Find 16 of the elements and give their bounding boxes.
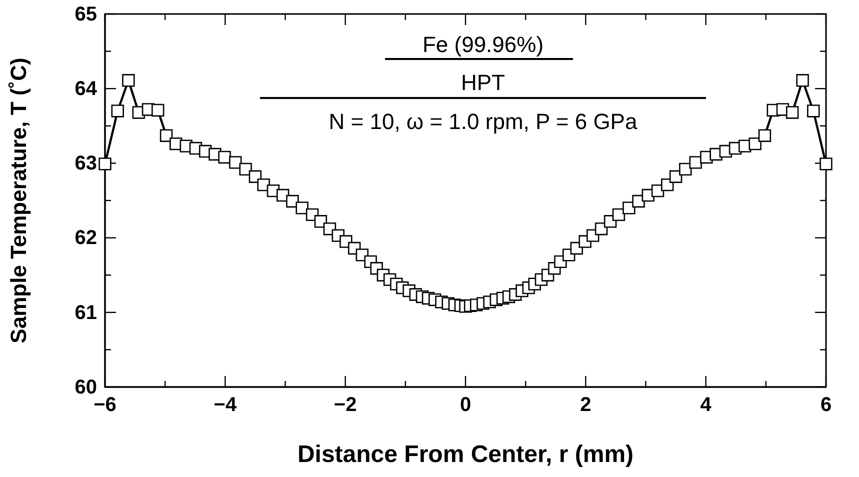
- y-axis-title: Sample Temperature, T (˚C): [6, 58, 31, 344]
- x-tick-label: 4: [700, 394, 712, 416]
- annotation: N = 10, ω = 1.0 rpm, P = 6 GPa: [328, 109, 638, 134]
- x-tick-label: 6: [820, 394, 832, 416]
- x-tick-label: 2: [580, 394, 592, 416]
- x-tick-label: 0: [460, 394, 472, 416]
- text: Fe (99.96%): [422, 32, 544, 57]
- y-tick-label: 63: [74, 152, 97, 175]
- y-tick-label: 64: [74, 78, 98, 100]
- x-tick-label: −2: [334, 394, 357, 416]
- x-tick-label: −4: [214, 394, 238, 416]
- y-tick-label: 61: [74, 302, 97, 324]
- y-tick-label: 65: [74, 3, 97, 26]
- y-tick-label: 62: [74, 227, 97, 250]
- text: HPT: [461, 70, 505, 95]
- x-axis-title: Distance From Center, r (mm): [297, 441, 634, 468]
